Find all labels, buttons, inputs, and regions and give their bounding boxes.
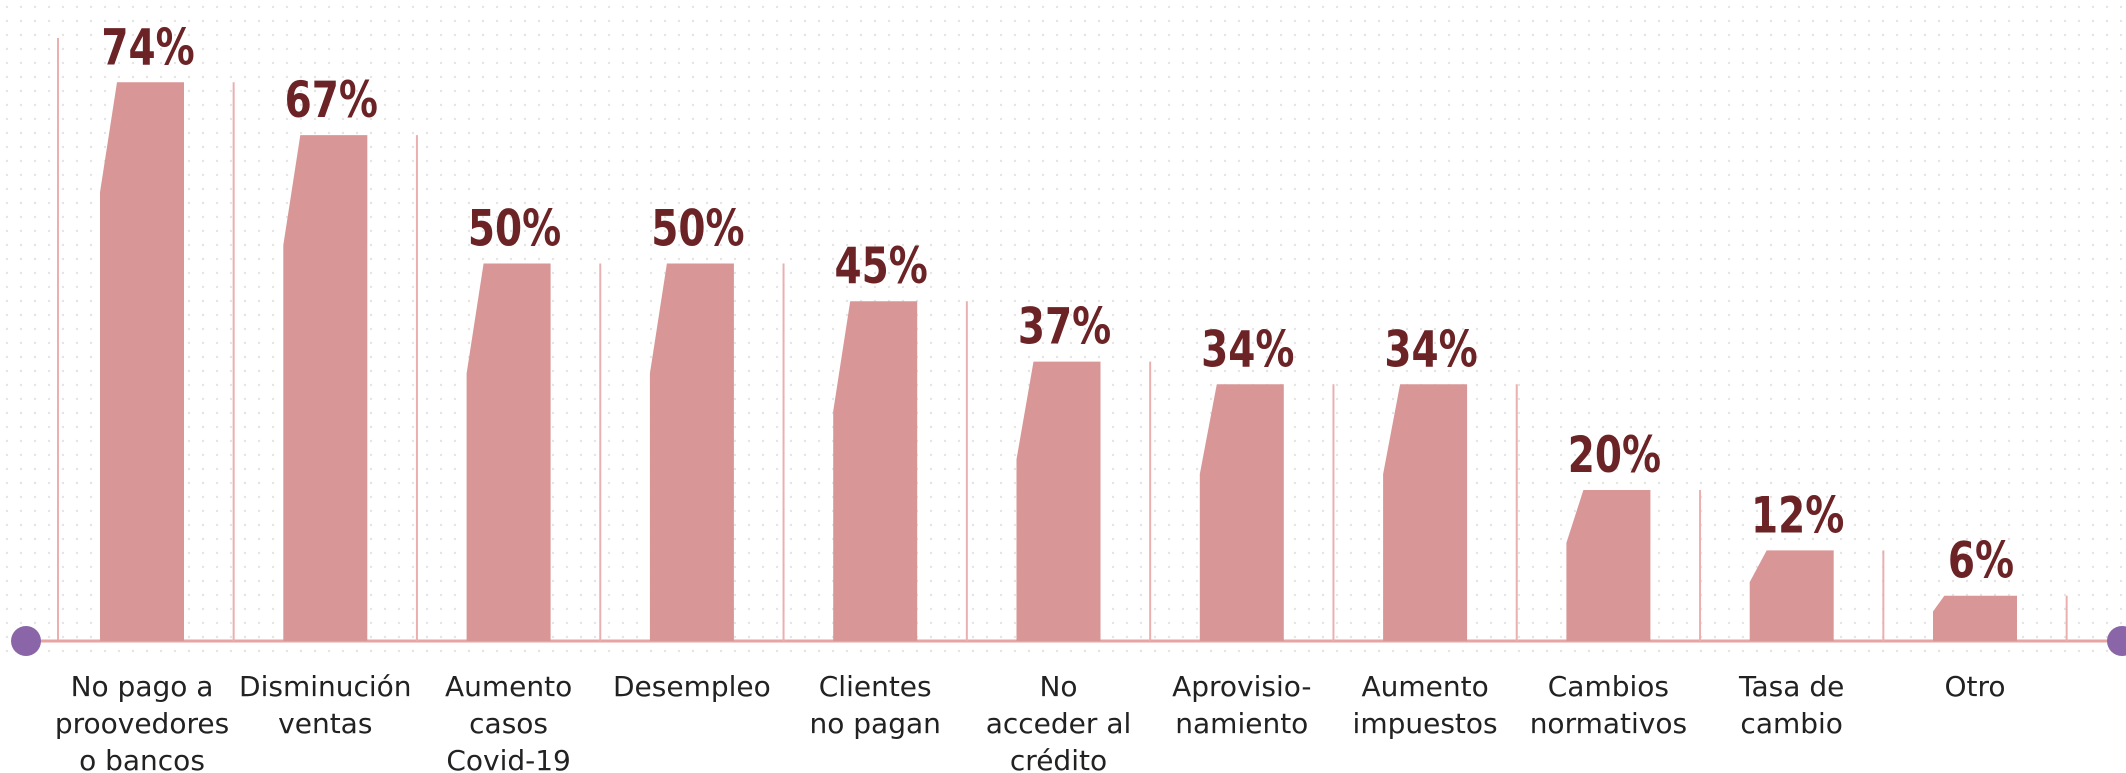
value-label: 67% bbox=[285, 70, 378, 129]
bar bbox=[649, 263, 734, 641]
category-label: Otro bbox=[1944, 670, 2006, 703]
category-label: Clientes no pagan bbox=[809, 670, 941, 740]
value-label: 20% bbox=[1568, 425, 1661, 484]
value-label: 34% bbox=[1384, 319, 1477, 378]
bar bbox=[283, 135, 368, 641]
bar bbox=[1199, 384, 1284, 641]
category-label: Desempleo bbox=[612, 670, 771, 703]
category-label: Aumento impuestos bbox=[1352, 670, 1498, 740]
end-dot bbox=[11, 626, 41, 656]
category-label: Cambios normativos bbox=[1529, 670, 1688, 740]
bar bbox=[1566, 490, 1651, 641]
bar bbox=[1933, 595, 2017, 641]
bar bbox=[100, 82, 184, 642]
end-dot bbox=[2107, 626, 2126, 656]
value-label: 74% bbox=[101, 17, 194, 76]
bar bbox=[1016, 361, 1101, 641]
bar bbox=[466, 263, 551, 641]
category-label: Aprovisio- namiento bbox=[1172, 670, 1312, 740]
category-label: No acceder al crédito bbox=[985, 670, 1132, 773]
category-label: Aumento casos Covid-19 bbox=[444, 670, 573, 773]
value-label: 6% bbox=[1948, 531, 2014, 590]
bar bbox=[833, 301, 918, 641]
value-label: 37% bbox=[1018, 297, 1111, 356]
value-label: 45% bbox=[835, 236, 928, 295]
category-label: Disminución ventas bbox=[239, 670, 412, 740]
value-label: 50% bbox=[651, 199, 744, 258]
value-label: 12% bbox=[1751, 486, 1844, 545]
category-label: No pago a proovedores o bancos bbox=[54, 670, 230, 773]
value-label: 34% bbox=[1201, 319, 1294, 378]
bar bbox=[1749, 550, 1834, 641]
category-label: Tasa de cambio bbox=[1739, 670, 1845, 740]
value-label: 50% bbox=[468, 199, 561, 258]
bar bbox=[1383, 384, 1468, 641]
